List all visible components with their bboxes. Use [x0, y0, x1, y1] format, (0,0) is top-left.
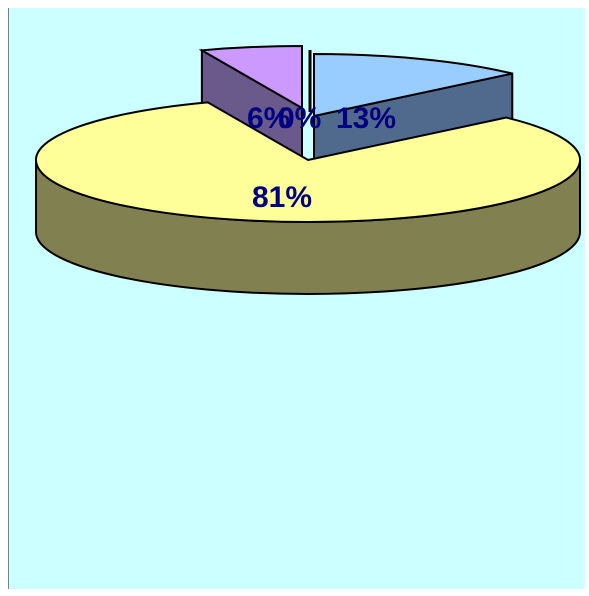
slice-label-0: 0% [278, 102, 321, 135]
slice-label-81: 81% [252, 181, 312, 214]
pie-slice-13pct [313, 52, 513, 118]
pie-slice-81pct [35, 101, 581, 223]
slice-label-13: 13% [336, 102, 396, 135]
pie-labels: 13% 6% 0% 81% [247, 102, 396, 214]
pie-tops [35, 44, 581, 223]
slice-label-6: 6% [247, 102, 290, 135]
pie-slice-6pct [198, 44, 303, 110]
